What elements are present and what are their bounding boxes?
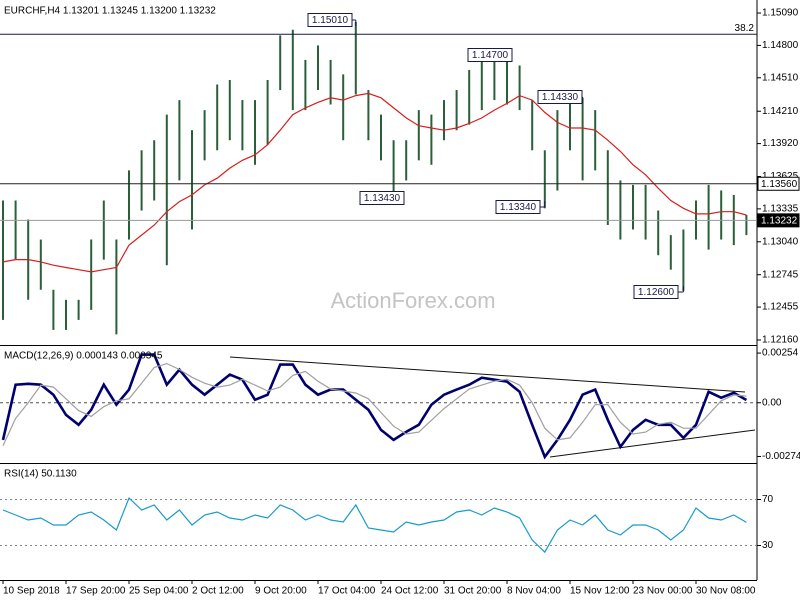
y-tick-label: 1.13920: [762, 138, 799, 149]
x-tick-label: 17 Oct 04:00: [318, 586, 376, 597]
annotation: 1.15010: [312, 15, 349, 26]
series-line: [2, 496, 747, 554]
y-tick-label: 1.13625: [762, 171, 799, 182]
x-tick-label: 30 Nov 08:00: [696, 586, 756, 597]
y-tick-label: 1.14510: [762, 72, 799, 83]
annotation: 1.13340: [500, 202, 537, 213]
series-line: [1, 353, 748, 460]
y-tick-label: 1.15090: [762, 8, 799, 19]
y-tick-label: 1.14800: [762, 40, 799, 51]
y-tick-label: 1.12160: [762, 335, 799, 346]
annotation-box: [359, 191, 405, 205]
y-tick-label: 70: [762, 494, 774, 505]
annotation: 1.14330: [542, 92, 579, 103]
x-tick-label: 24 Oct 12:00: [381, 586, 439, 597]
y-tick-label: 1.14210: [762, 106, 799, 117]
panel-title: MACD(12,26,9) 0.000143 0.000345: [4, 351, 163, 362]
y-tick-label: 0.00254: [762, 348, 799, 359]
x-tick-label: 31 Oct 20:00: [444, 586, 502, 597]
annotation: 1.14700: [472, 50, 509, 61]
x-tick-label: 17 Sep 20:00: [66, 586, 126, 597]
annotation-box: [307, 13, 353, 27]
x-tick-label: 25 Sep 04:00: [129, 586, 189, 597]
y-tick-label: 1.13335: [762, 204, 799, 215]
x-tick-label: 2 Oct 12:00: [192, 586, 244, 597]
y-tick-label: 1.12745: [762, 269, 799, 280]
level-label: 1.13232: [761, 216, 798, 227]
y-tick-label: 30: [762, 540, 774, 551]
annotation-box: [495, 200, 541, 214]
annotation-box: [467, 48, 513, 62]
level-label: 38.2: [735, 23, 755, 34]
annotation: 1.13430: [364, 193, 401, 204]
x-tick-label: 23 Nov 00:00: [633, 586, 693, 597]
annotation: 1.12600: [638, 287, 675, 298]
x-tick-label: 9 Oct 20:00: [255, 586, 307, 597]
x-tick-label: 15 Nov 12:00: [570, 586, 630, 597]
y-tick-label: 0.00: [762, 397, 782, 408]
annotation-box: [537, 90, 583, 104]
y-tick-label: -0.002747: [762, 451, 800, 462]
panel-title: RSI(14) 50.1130: [4, 469, 77, 480]
y-tick-label: 1.13040: [762, 236, 799, 247]
level-label: 1.13560: [761, 179, 798, 190]
x-tick-label: 10 Sep 2018: [3, 586, 60, 597]
trend-line: [229, 356, 746, 393]
moving-average: [2, 92, 747, 273]
trend-line: [549, 429, 756, 458]
level-box: [757, 176, 800, 191]
panel-title: EURCHF,H4 1.13201 1.13245 1.13200 1.1323…: [4, 6, 216, 17]
level-box: [757, 213, 800, 228]
y-tick-label: 1.12455: [762, 302, 799, 313]
watermark: ActionForex.com: [330, 288, 495, 313]
x-tick-label: 8 Nov 04:00: [507, 586, 561, 597]
series-line: [2, 362, 747, 447]
annotation-box: [633, 285, 679, 299]
